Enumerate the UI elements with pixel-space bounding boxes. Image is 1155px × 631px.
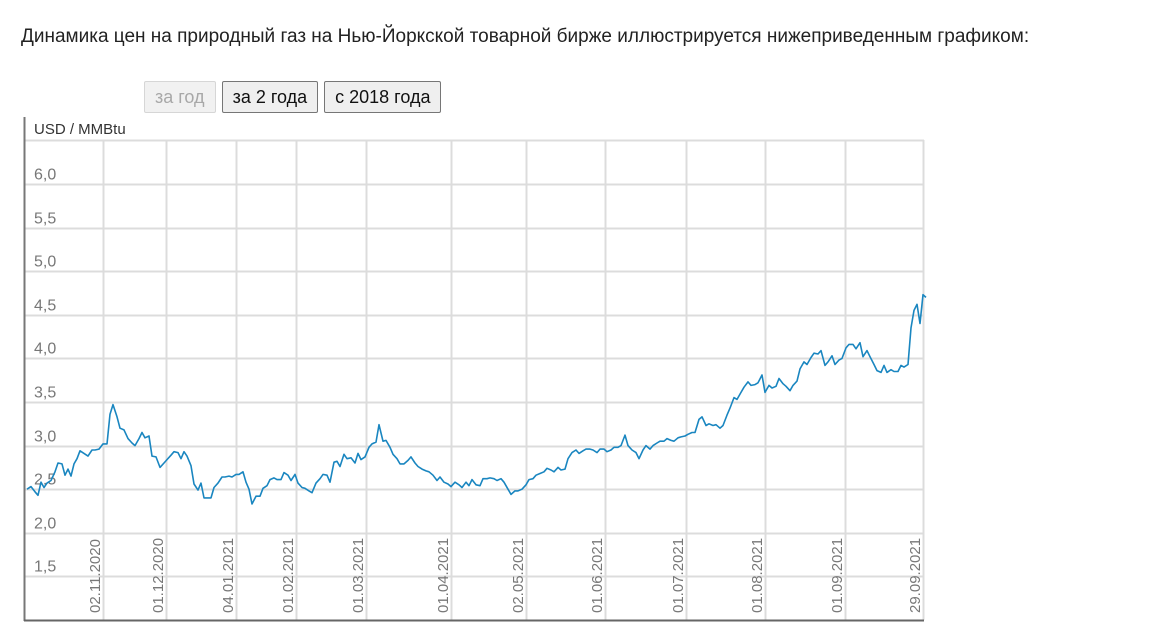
range-button-2-years[interactable]: за 2 года — [221, 81, 319, 113]
x-tick-label: 01.06.2021 — [589, 538, 606, 613]
range-button-since-2018[interactable]: с 2018 года — [324, 81, 442, 113]
x-tick-label: 01.08.2021 — [749, 538, 766, 613]
x-tick-label: 02.05.2021 — [510, 538, 527, 613]
x-tick-label: 01.09.2021 — [829, 538, 846, 613]
range-button-group: за год за 2 года с 2018 года — [144, 81, 442, 113]
price-line — [26, 293, 927, 505]
y-axis-unit-label: USD / MMBtu — [34, 121, 126, 138]
y-tick-label: 6,0 — [34, 167, 56, 184]
x-tick-label: 01.04.2021 — [435, 538, 452, 613]
y-tick-label: 2,0 — [34, 516, 56, 533]
x-axis-labels: 02.11.2020 01.12.2020 04.01.2021 01.02.2021… — [87, 538, 924, 613]
x-tick-label: 04.01.2021 — [220, 538, 237, 613]
y-tick-label: 4,5 — [34, 298, 56, 315]
y-tick-label: 3,0 — [34, 429, 56, 446]
x-tick-label: 01.07.2021 — [670, 538, 687, 613]
x-tick-label: 01.02.2021 — [280, 538, 297, 613]
x-tick-label: 29.09.2021 — [907, 538, 924, 613]
y-tick-label: 1,5 — [34, 559, 56, 576]
y-tick-label: 5,5 — [34, 211, 56, 228]
y-tick-label: 4,0 — [34, 341, 56, 358]
y-axis-labels: 1,5 2,0 2,5 3,0 3,5 4,0 4,5 5,0 5,5 6,0 — [34, 167, 56, 576]
x-tick-label: 02.11.2020 — [87, 539, 104, 613]
x-tick-label: 01.12.2020 — [150, 538, 167, 613]
chart-grid — [24, 139, 925, 620]
y-tick-label: 5,0 — [34, 254, 56, 271]
range-button-1-year[interactable]: за год — [144, 81, 216, 113]
y-tick-label: 3,5 — [34, 385, 56, 402]
x-tick-label: 01.03.2021 — [350, 538, 367, 613]
intro-text: Динамика цен на природный газ на Нью-Йор… — [21, 26, 1030, 47]
y-tick-label: 2,5 — [34, 472, 56, 489]
